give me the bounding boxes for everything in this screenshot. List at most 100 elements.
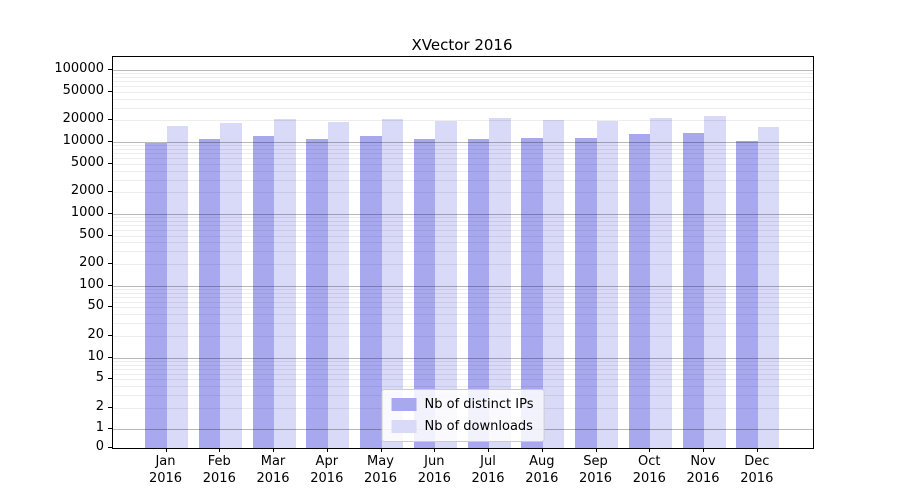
y-tick-label: 50000: [62, 82, 104, 98]
legend-label-distinct-ips: Nb of distinct IPs: [424, 397, 534, 412]
x-tick-mark: [326, 448, 328, 452]
y-tick-label: 200: [79, 255, 104, 271]
bar-nb-of-distinct-ips-mar-2016: [252, 135, 274, 448]
plot-area: Nb of distinct IPs Nb of downloads: [112, 56, 814, 449]
gridline-minor: [113, 107, 813, 109]
x-tick-label: May 2016: [363, 454, 398, 486]
bar-nb-of-distinct-ips-apr-2016: [306, 138, 328, 448]
x-tick-label: Aug 2016: [525, 454, 559, 486]
gridline-minor: [113, 86, 813, 88]
y-tick-label: 20: [87, 326, 104, 342]
y-tick-label: 2000: [70, 183, 104, 199]
x-tick-mark: [649, 448, 651, 452]
bar-nb-of-downloads-jun-2016: [435, 121, 457, 448]
y-tick-label: 500: [79, 226, 104, 242]
bar-nb-of-distinct-ips-dec-2016: [736, 140, 758, 448]
y-tick-mark: [108, 263, 112, 265]
legend-row-downloads: Nb of downloads: [391, 419, 534, 434]
x-tick-mark: [703, 448, 704, 452]
legend-label-downloads: Nb of downloads: [424, 419, 533, 434]
x-tick-label: Sep 2016: [578, 454, 613, 486]
bar-nb-of-downloads-jan-2016: [166, 126, 188, 448]
x-tick-mark: [488, 448, 489, 452]
legend: Nb of distinct IPs Nb of downloads: [381, 389, 545, 442]
gridline-minor: [113, 73, 813, 75]
bar-nb-of-distinct-ips-nov-2016: [682, 133, 704, 448]
y-tick-label: 0: [95, 439, 104, 454]
y-tick-label: 10000: [62, 133, 104, 148]
x-tick-mark: [165, 448, 167, 452]
bar-nb-of-downloads-sep-2016: [596, 121, 618, 448]
y-tick-mark: [108, 428, 112, 430]
bar-nb-of-distinct-ips-jun-2016: [413, 139, 436, 448]
bar-nb-of-distinct-ips-aug-2016: [521, 138, 543, 448]
bar-nb-of-distinct-ips-may-2016: [360, 136, 382, 448]
y-tick-label: 10: [87, 348, 104, 364]
y-tick-label: 20000: [62, 111, 104, 127]
bar-nb-of-distinct-ips-oct-2016: [628, 134, 651, 448]
gridline-major: [113, 70, 813, 72]
y-tick-mark: [108, 306, 112, 308]
bar-nb-of-downloads-nov-2016: [704, 115, 726, 448]
legend-swatch-distinct-ips: [391, 398, 417, 411]
y-tick-mark: [108, 447, 112, 448]
y-tick-label: 50: [87, 298, 104, 314]
x-tick-label: Mar 2016: [256, 454, 290, 486]
x-tick-mark: [219, 448, 221, 452]
bar-nb-of-downloads-mar-2016: [274, 119, 296, 448]
x-tick-label: Jun 2016: [417, 454, 451, 486]
y-tick-mark: [108, 162, 112, 164]
y-tick-label: 5: [95, 370, 104, 386]
y-tick-mark: [108, 406, 112, 408]
y-tick-label: 2: [95, 398, 104, 414]
y-tick-mark: [108, 141, 112, 142]
gridline-minor: [113, 91, 813, 93]
x-tick-label: Dec 2016: [740, 454, 774, 486]
bar-nb-of-distinct-ips-feb-2016: [198, 138, 221, 448]
x-tick-label: Oct 2016: [632, 454, 666, 486]
y-tick-label: 1: [95, 420, 104, 436]
bar-nb-of-distinct-ips-jul-2016: [467, 139, 489, 448]
y-tick-mark: [108, 191, 112, 193]
x-tick-mark: [541, 448, 543, 452]
y-tick-mark: [108, 119, 112, 121]
legend-swatch-downloads: [391, 420, 417, 433]
y-tick-mark: [108, 90, 112, 92]
gridline-minor: [113, 98, 813, 100]
y-tick-mark: [108, 356, 112, 358]
x-tick-label: Jul 2016: [471, 454, 505, 486]
x-tick-mark: [756, 448, 758, 452]
y-tick-label: 5000: [70, 154, 104, 170]
gridline-minor: [113, 77, 813, 79]
gridline-minor: [113, 81, 813, 83]
y-tick-label: 100: [79, 276, 104, 292]
chart-title: XVector 2016: [411, 36, 513, 54]
bar-nb-of-downloads-dec-2016: [757, 126, 780, 448]
y-tick-mark: [108, 234, 112, 236]
x-tick-mark: [434, 448, 436, 452]
y-tick-label: 1000: [70, 204, 104, 220]
x-tick-mark: [273, 448, 274, 452]
bar-nb-of-downloads-oct-2016: [650, 117, 672, 448]
bar-nb-of-downloads-feb-2016: [220, 123, 242, 448]
bar-nb-of-downloads-apr-2016: [327, 121, 350, 448]
bar-nb-of-distinct-ips-jan-2016: [145, 142, 167, 448]
y-tick-mark: [108, 334, 112, 336]
legend-row-distinct-ips: Nb of distinct IPs: [391, 397, 534, 412]
x-tick-label: Feb 2016: [202, 454, 236, 486]
y-tick-label: 100000: [54, 61, 104, 77]
y-tick-mark: [108, 212, 112, 214]
bar-nb-of-distinct-ips-sep-2016: [575, 137, 597, 448]
x-tick-label: Apr 2016: [310, 454, 344, 486]
y-tick-mark: [108, 284, 112, 286]
x-tick-label: Jan 2016: [148, 454, 183, 486]
y-tick-mark: [108, 69, 112, 71]
x-tick-label: Nov 2016: [686, 454, 720, 486]
bar-nb-of-downloads-jul-2016: [489, 117, 511, 448]
y-tick-mark: [108, 378, 112, 380]
bar-nb-of-downloads-may-2016: [381, 119, 403, 448]
bar-nb-of-downloads-aug-2016: [542, 119, 565, 448]
x-tick-mark: [595, 448, 597, 452]
x-tick-mark: [380, 448, 382, 452]
